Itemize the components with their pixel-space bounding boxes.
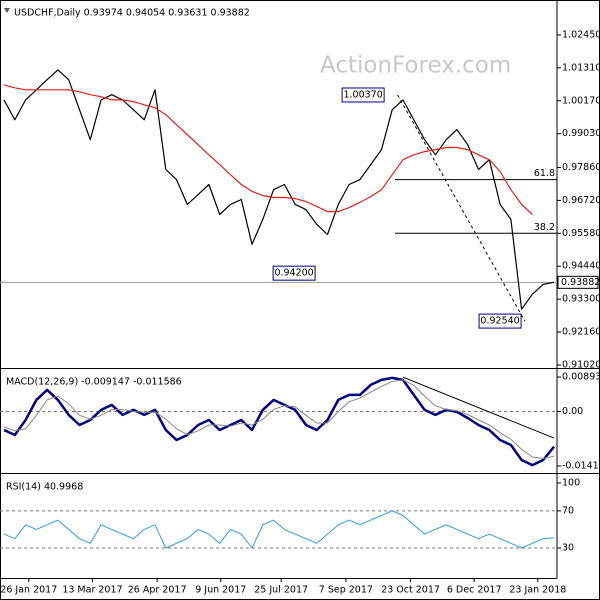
y-tick-label: 1.00170	[562, 95, 600, 106]
last-price-label: 0.93882	[561, 277, 600, 288]
x-tick-label: 13 Mar 2017	[62, 585, 122, 596]
y-tick-label: 70	[562, 505, 574, 516]
annotation-box	[478, 313, 522, 329]
y-tick-label: 0.99030	[562, 128, 600, 139]
y-tick-label: 0.00	[562, 406, 583, 417]
x-tick-label: 23 Oct 2017	[381, 585, 440, 596]
watermark: ActionForex.com	[320, 53, 511, 79]
annotation-label: 0.94200	[274, 268, 313, 279]
y-tick-label: 30	[562, 542, 574, 553]
annotation-box	[341, 87, 385, 103]
series-line	[3, 69, 555, 310]
y-tick-label: 100	[562, 477, 580, 488]
last-price-box	[557, 275, 599, 289]
y-tick-label: 0.008934	[562, 372, 600, 383]
series-line	[3, 376, 555, 467]
x-tick-label: 7 Sep 2017	[319, 585, 373, 596]
x-tick-label: 26 Jan 2017	[0, 585, 57, 596]
panel-title: MACD(12,26,9) -0.009147 -0.011586	[6, 377, 182, 388]
y-tick-label: 0.91020	[562, 359, 600, 370]
y-tick-label: 0.92160	[562, 327, 600, 338]
series-line	[3, 379, 555, 459]
x-tick-label: 23 Jan 2018	[509, 585, 566, 596]
panel-title: USDCHF,Daily 0.93974 0.94054 0.93631 0.9…	[14, 8, 250, 19]
y-tick-label: 1.02450	[562, 29, 600, 40]
symbol-icon	[4, 8, 10, 13]
y-tick-label: -0.014136	[562, 460, 600, 471]
fib-label: 61.8	[534, 168, 555, 179]
y-tick-label: 0.95580	[562, 228, 600, 239]
annotation-label: 0.92540	[480, 316, 519, 327]
x-tick-label: 26 Apr 2017	[128, 585, 187, 596]
annotation-box	[272, 265, 316, 281]
y-tick-label: 0.97860	[562, 162, 600, 173]
y-tick-label: 0.96720	[562, 195, 600, 206]
series-line	[3, 510, 555, 549]
annotation-label: 1.00370	[343, 89, 382, 100]
panel-title: RSI(14) 40.9968	[6, 482, 83, 493]
y-tick-label: 0.94440	[562, 261, 600, 272]
x-tick-label: 25 Jul 2017	[254, 585, 308, 596]
x-tick-label: 9 Jun 2017	[195, 585, 246, 596]
trendline	[397, 94, 526, 322]
y-tick-label: 1.01310	[562, 62, 600, 73]
fib-label: 38.2	[534, 222, 555, 233]
series-line	[3, 84, 533, 215]
y-tick-label: 0.93300	[562, 294, 600, 305]
x-tick-label: 6 Dec 2017	[447, 585, 502, 596]
trendline	[402, 376, 555, 439]
